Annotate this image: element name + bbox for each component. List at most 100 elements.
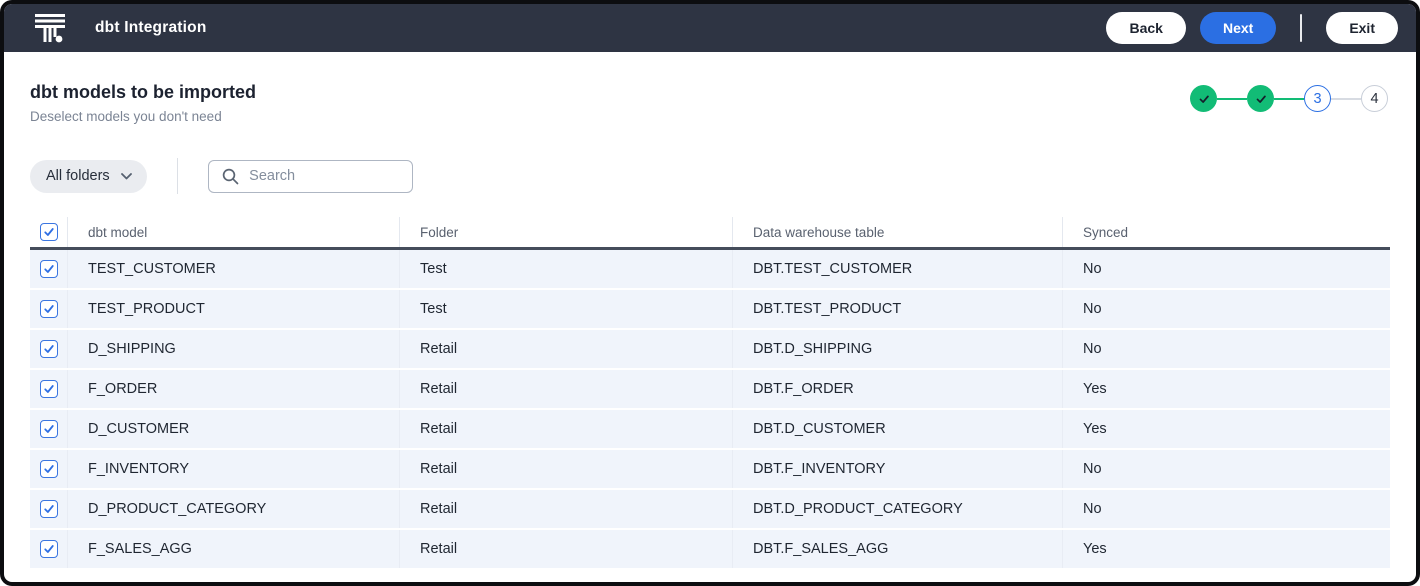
table-row: F_SALES_AGG Retail DBT.F_SALES_AGG Yes [30,530,1390,570]
check-icon [43,305,54,313]
page-title: dbt models to be imported [30,82,257,102]
synced-cell: No [1083,261,1102,277]
filters-divider [176,158,179,194]
step-connector [1331,97,1361,100]
table-row: TEST_PRODUCT Test DBT.TEST_PRODUCT No [30,290,1390,330]
synced-cell: Yes [1083,541,1107,557]
folder-cell: Retail [400,530,733,568]
dbt-model-cell: TEST_PRODUCT [68,290,400,328]
main-content: dbt models to be imported Deselect model… [4,52,1416,582]
step-1-complete [1190,85,1217,112]
topbar: dbt Integration Back Next Exit [4,4,1416,52]
warehouse-table-cell: DBT.F_ORDER [733,370,1063,408]
page-subtitle: Deselect models you don't need [30,109,222,124]
row-checkbox-cell [30,530,68,568]
check-icon [43,228,54,236]
warehouse-table-cell: DBT.D_SHIPPING [733,330,1063,368]
warehouse-table-cell: DBT.D_PRODUCT_CATEGORY [733,490,1063,528]
row-checkbox[interactable] [39,300,58,318]
column-header-dbt-model: dbt model [68,217,400,247]
dbt-model-cell: D_PRODUCT_CATEGORY [68,490,400,528]
row-checkbox[interactable] [39,380,58,398]
folder-cell: Retail [400,490,733,528]
synced-cell: Yes [1083,381,1107,397]
check-icon [43,465,54,473]
table-row: D_PRODUCT_CATEGORY Retail DBT.D_PRODUCT_… [30,490,1390,530]
check-icon [43,265,54,273]
column-header-synced: Synced [1083,224,1129,240]
table-row: TEST_CUSTOMER Test DBT.TEST_CUSTOMER No [30,250,1390,290]
warehouse-table-cell: DBT.TEST_PRODUCT [733,290,1063,328]
table-row: D_SHIPPING Retail DBT.D_SHIPPING No [30,330,1390,370]
row-checkbox[interactable] [39,340,58,358]
dbt-model-cell: TEST_CUSTOMER [68,250,400,288]
warehouse-table-cell: DBT.TEST_CUSTOMER [733,250,1063,288]
select-all-cell [30,217,68,247]
synced-cell: No [1083,301,1102,317]
step-2-complete [1247,85,1274,112]
folder-cell: Retail [400,330,733,368]
row-checkbox-cell [30,410,68,448]
folder-filter-dropdown[interactable]: All folders [30,159,147,193]
row-checkbox[interactable] [39,260,58,278]
row-checkbox-cell [30,370,68,408]
column-header-folder: Folder [400,217,733,247]
models-table: dbt model Folder Data warehouse table Sy… [30,217,1390,570]
step-connector [1217,97,1247,100]
row-checkbox-cell [30,290,68,328]
synced-cell: Yes [1083,421,1107,437]
filters-bar: All folders [30,158,1390,194]
step-indicator: 3 4 [1190,85,1388,112]
exit-button[interactable]: Exit [1326,12,1398,44]
dbt-model-cell: D_CUSTOMER [68,410,400,448]
dbt-model-cell: F_ORDER [68,370,400,408]
table-header-row: dbt model Folder Data warehouse table Sy… [30,217,1390,250]
warehouse-table-cell: DBT.F_SALES_AGG [733,530,1063,568]
step-3-current: 3 [1304,85,1331,112]
check-icon [43,425,54,433]
select-all-checkbox[interactable] [39,223,58,241]
search-box[interactable] [208,159,414,193]
table-row: F_ORDER Retail DBT.F_ORDER Yes [30,370,1390,410]
dbt-model-cell: D_SHIPPING [68,330,400,368]
table-row: D_CUSTOMER Retail DBT.D_CUSTOMER Yes [30,410,1390,450]
folder-cell: Test [400,290,733,328]
folder-cell: Retail [400,410,733,448]
check-icon [43,545,54,553]
column-header-warehouse-table: Data warehouse table [733,217,1063,247]
step-connector [1274,97,1304,100]
search-icon [222,168,239,184]
topbar-divider [1300,14,1303,42]
thoughtspot-logo-icon [34,13,68,43]
row-checkbox-cell [30,490,68,528]
check-icon [43,345,54,353]
row-checkbox[interactable] [39,420,58,438]
check-icon [43,385,54,393]
next-button[interactable]: Next [1199,12,1277,44]
folder-cell: Test [400,250,733,288]
table-row: F_INVENTORY Retail DBT.F_INVENTORY No [30,450,1390,490]
dbt-model-cell: F_INVENTORY [68,450,400,488]
window-title: dbt Integration [95,19,207,36]
check-icon [1199,95,1209,103]
folder-cell: Retail [400,450,733,488]
dbt-integration-window: dbt Integration Back Next Exit dbt model… [4,4,1416,582]
warehouse-table-cell: DBT.F_INVENTORY [733,450,1063,488]
folder-cell: Retail [400,370,733,408]
page-heading-block: dbt models to be imported Deselect model… [30,82,256,124]
synced-cell: No [1083,461,1102,477]
row-checkbox[interactable] [39,540,58,558]
warehouse-table-cell: DBT.D_CUSTOMER [733,410,1063,448]
check-icon [43,505,54,513]
row-checkbox-cell [30,250,68,288]
row-checkbox[interactable] [39,500,58,518]
search-input[interactable] [249,168,403,184]
folder-filter-label: All folders [46,168,110,184]
step-4-upcoming: 4 [1361,85,1388,112]
back-button[interactable]: Back [1106,12,1186,44]
check-icon [1256,95,1266,103]
row-checkbox[interactable] [39,460,58,478]
chevron-down-icon [120,172,132,179]
dbt-model-cell: F_SALES_AGG [68,530,400,568]
